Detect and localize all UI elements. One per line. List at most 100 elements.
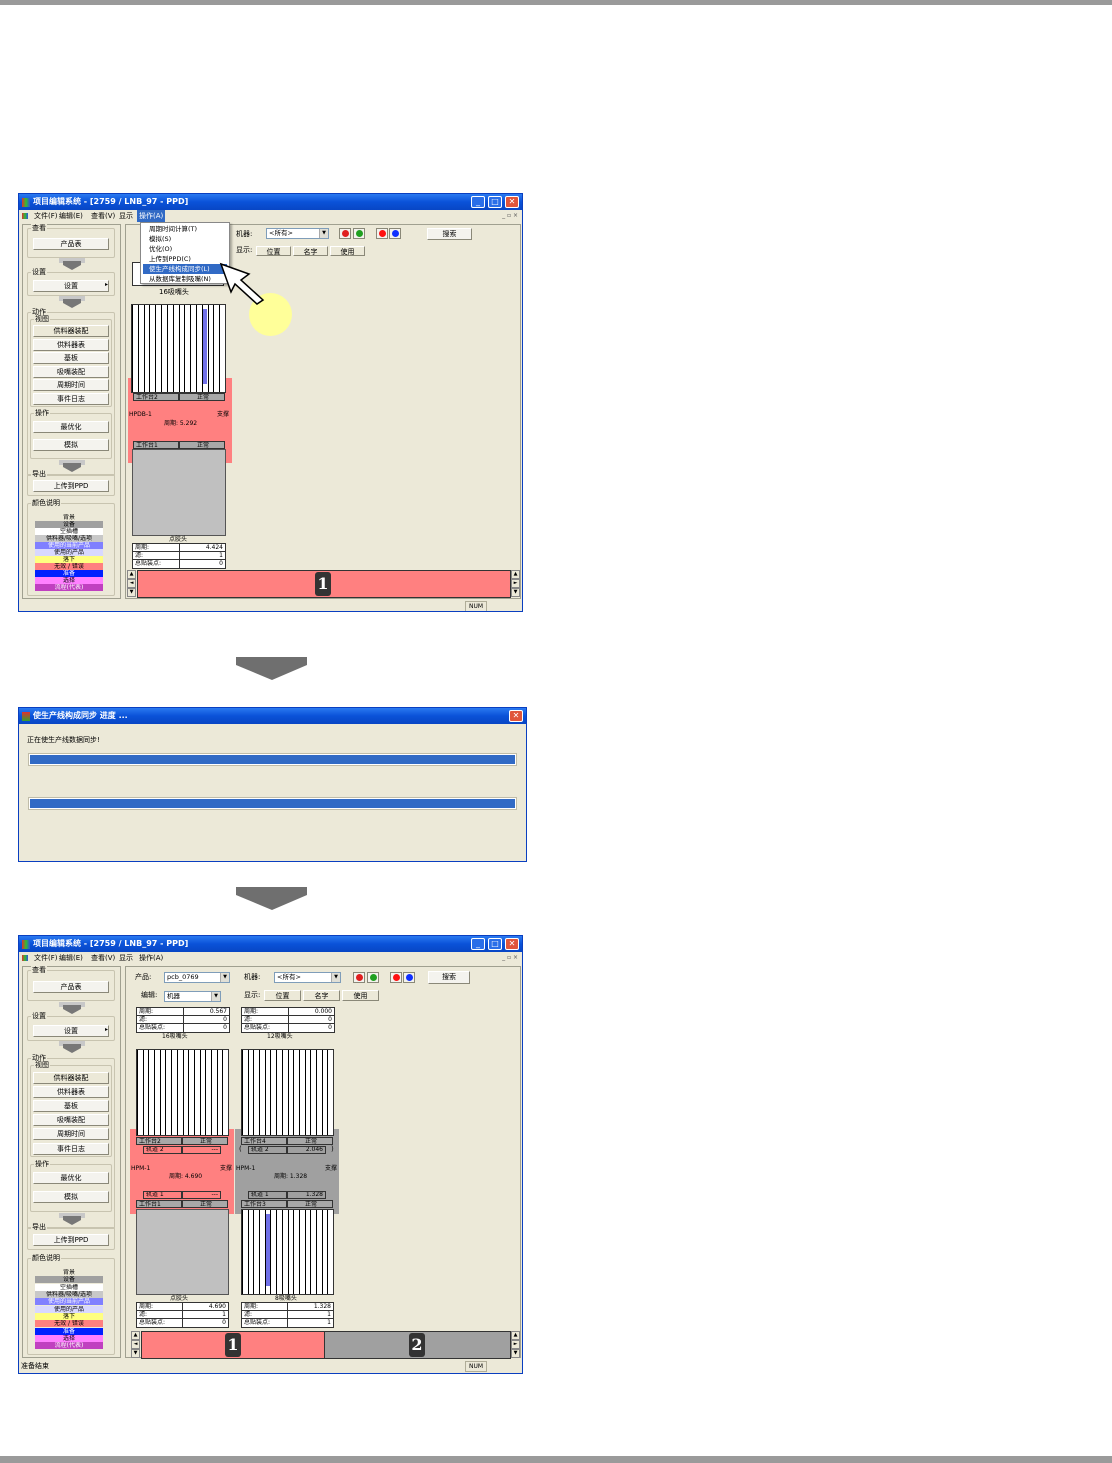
nozzle-slot[interactable] <box>202 305 203 392</box>
nozzle-slot[interactable] <box>299 1050 300 1135</box>
view-button-3[interactable]: 吸嘴装配 <box>33 366 109 378</box>
nozzle-slot[interactable] <box>259 1050 260 1135</box>
nozzle-slot[interactable] <box>270 1210 271 1294</box>
nozzle-slot[interactable] <box>282 1050 283 1135</box>
nozzle-slot[interactable] <box>161 305 162 392</box>
nozzle-slot[interactable] <box>200 1050 201 1135</box>
exit-green-button[interactable] <box>367 972 379 983</box>
nozzle-slot[interactable] <box>333 1050 334 1135</box>
nozzle-slot[interactable] <box>327 1210 328 1294</box>
edit-select[interactable]: 机器 ▼ <box>164 991 221 1002</box>
mdi-controls[interactable]: _ ▫ × <box>502 954 518 961</box>
nozzle-slot[interactable] <box>137 1050 138 1135</box>
menu-item[interactable]: 从数据库复制吸嘴(N) <box>149 275 211 283</box>
nozzle-slot[interactable] <box>282 1210 283 1294</box>
nozzle-slot[interactable] <box>293 1210 294 1294</box>
close-button[interactable]: ✕ <box>509 710 523 722</box>
scroll-button[interactable]: ▲ <box>511 1331 520 1340</box>
nozzle-slot[interactable] <box>167 305 168 392</box>
nozzle-slot[interactable] <box>276 1210 277 1294</box>
mdi-controls[interactable]: _ ▫ × <box>502 212 518 219</box>
nozzle-slot[interactable] <box>259 1210 260 1294</box>
nozzle-slot[interactable] <box>299 1210 300 1294</box>
view-button-5[interactable]: 事件日志 <box>33 393 109 405</box>
upload-ppd-button[interactable]: 上传到PPD <box>33 480 109 492</box>
nozzle-slot[interactable] <box>138 305 139 392</box>
settings-button[interactable]: 设置 <box>33 1025 109 1037</box>
maximize-button[interactable]: □ <box>488 196 502 208</box>
display-usage-button[interactable]: 使用 <box>330 246 365 256</box>
nozzle-slot[interactable] <box>222 1050 223 1135</box>
settings-button[interactable]: 设置 <box>33 280 109 292</box>
nozzle-slot[interactable] <box>333 1210 334 1294</box>
record-red-button[interactable] <box>339 228 351 239</box>
view-button-0[interactable]: 供料器装配 <box>33 1072 109 1084</box>
display-position-button[interactable]: 位置 <box>264 990 301 1001</box>
nozzle-slot[interactable] <box>305 1210 306 1294</box>
simulate-button[interactable]: 模拟 <box>33 1191 109 1203</box>
menu-item[interactable]: 优化(O) <box>149 245 173 253</box>
upload-ppd-button[interactable]: 上传到PPD <box>33 1234 109 1246</box>
view-button-0[interactable]: 供料器装配 <box>33 325 109 337</box>
nozzle-slot[interactable] <box>310 1210 311 1294</box>
menu-item[interactable]: 操作(A) <box>139 954 164 962</box>
nozzle-slot[interactable] <box>219 305 220 392</box>
nozzle-slot[interactable] <box>196 305 197 392</box>
machine-icon[interactable]: 1 <box>225 1333 241 1357</box>
nozzle-slot[interactable] <box>253 1210 254 1294</box>
nozzle-slot[interactable] <box>248 1210 249 1294</box>
nozzle-slot[interactable] <box>194 1050 195 1135</box>
menu-item[interactable]: 周期时间计算(T) <box>149 225 198 233</box>
nozzle-slot[interactable] <box>165 1050 166 1135</box>
nozzle-slot[interactable] <box>310 1050 311 1135</box>
nozzle-slot[interactable] <box>242 1210 243 1294</box>
product-table-button[interactable]: 产品表 <box>33 238 109 250</box>
close-button[interactable]: ✕ <box>505 196 519 208</box>
menu-item[interactable]: 模拟(S) <box>149 235 172 243</box>
menu-item[interactable]: 查看(V) <box>91 954 116 962</box>
menu-item[interactable]: 显示 <box>119 954 133 962</box>
nozzle-slot[interactable] <box>148 1050 149 1135</box>
search-button[interactable]: 搜索 <box>428 971 470 984</box>
nozzle-slot[interactable] <box>288 1210 289 1294</box>
menu-item[interactable]: 编辑(E) <box>59 212 83 220</box>
nozzle-slot[interactable] <box>183 1050 184 1135</box>
nozzle-slot[interactable] <box>144 305 145 392</box>
scroll-button[interactable]: ▼ <box>127 588 136 597</box>
machine-icon[interactable]: 2 <box>409 1333 425 1357</box>
machine-icon[interactable]: 1 <box>315 572 331 596</box>
nozzle-slot[interactable] <box>171 1050 172 1135</box>
nozzle-slot[interactable] <box>205 1050 206 1135</box>
nozzle-slot[interactable] <box>242 1050 243 1135</box>
nozzle-slot[interactable] <box>190 305 191 392</box>
nozzle-slot[interactable] <box>188 1050 189 1135</box>
nozzle-slot[interactable] <box>154 1050 155 1135</box>
scroll-button[interactable]: ▲ <box>131 1331 140 1340</box>
nozzle-slot[interactable] <box>132 305 133 392</box>
record-red-button[interactable] <box>353 972 365 983</box>
nozzle-slot[interactable] <box>173 305 174 392</box>
optimize-button[interactable]: 最优化 <box>33 1172 109 1184</box>
display-name-button[interactable]: 名字 <box>303 990 340 1001</box>
exit-green-button[interactable] <box>353 228 365 239</box>
nozzle-slot[interactable] <box>322 1050 323 1135</box>
menu-item[interactable]: 操作(A) <box>137 210 166 222</box>
nozzle-slot[interactable] <box>322 1210 323 1294</box>
machine-select[interactable]: <所有> ▼ <box>274 972 341 983</box>
nozzle-slot[interactable] <box>184 305 185 392</box>
display-usage-button[interactable]: 使用 <box>342 990 379 1001</box>
nozzle-slot[interactable] <box>305 1050 306 1135</box>
scroll-button[interactable]: ◄ <box>131 1340 140 1349</box>
minimize-button[interactable]: _ <box>471 938 485 950</box>
blue-dot-button[interactable] <box>403 972 415 983</box>
display-name-button[interactable]: 名字 <box>293 246 328 256</box>
scroll-button[interactable]: ▲ <box>127 570 136 579</box>
menu-item[interactable]: 上传到PPD(C) <box>149 255 191 263</box>
view-button-1[interactable]: 供料器表 <box>33 1086 109 1098</box>
red-dot-button[interactable] <box>390 972 402 983</box>
optimize-button[interactable]: 最优化 <box>33 421 109 433</box>
menu-item[interactable]: 文件(F) <box>34 212 58 220</box>
menu-item[interactable]: 使生产线构成同步(L) <box>143 264 227 274</box>
blue-dot-button[interactable] <box>389 228 401 239</box>
scroll-button[interactable]: ◄ <box>127 579 136 588</box>
